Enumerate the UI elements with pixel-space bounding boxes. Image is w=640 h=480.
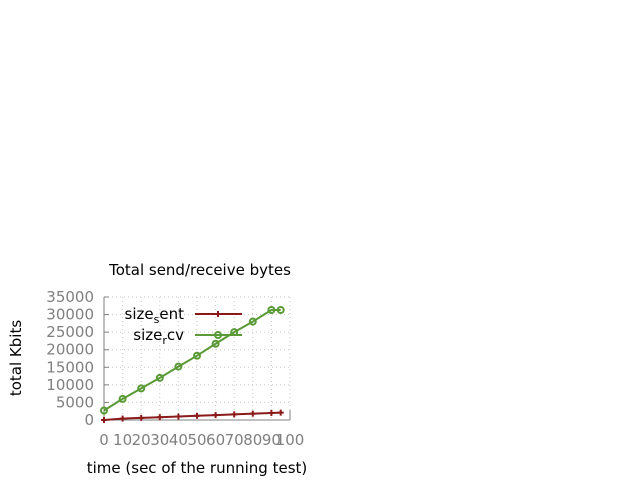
x-axis-label: time (sec of the running test) <box>87 459 308 477</box>
x-tick-label: 50 <box>187 431 206 449</box>
series-layer <box>100 306 285 423</box>
data-point-size_rcv <box>100 406 108 415</box>
legend-marker-size_rcv <box>214 331 222 339</box>
data-point-size_rcv <box>155 373 164 382</box>
data-point-size_rcv <box>137 384 146 393</box>
x-tick-label: 10 <box>113 431 132 449</box>
x-tick-label: 70 <box>225 431 244 449</box>
y-tick-label: 35000 <box>46 288 94 306</box>
x-tick-label: 100 <box>276 431 305 449</box>
data-point-size_rcv <box>248 317 257 326</box>
x-tick-label: 0 <box>99 431 109 449</box>
data-point-size_rcv <box>174 362 183 371</box>
y-axis-label: total Kbits <box>7 320 25 396</box>
data-point-size_rcv <box>193 351 201 360</box>
legend-label-size_sent: sizesent <box>125 305 185 326</box>
y-tick-label: 0 <box>84 411 94 429</box>
data-point-size_sent <box>231 411 238 418</box>
legend-marker-size_sent <box>215 311 221 317</box>
x-tick-label: 60 <box>206 431 225 449</box>
data-point-size_rcv <box>118 394 127 403</box>
data-point-size_rcv <box>267 306 276 315</box>
data-point-size_sent <box>212 412 219 419</box>
data-point-size_sent <box>156 414 163 421</box>
data-point-size_sent <box>138 414 145 421</box>
x-tick-label: 30 <box>150 431 169 449</box>
x-tick-label: 40 <box>169 431 188 449</box>
y-tick-label: 30000 <box>46 306 94 324</box>
data-point-size_sent <box>101 417 107 423</box>
data-point-size_sent <box>119 415 126 422</box>
y-tick-label: 10000 <box>46 376 94 394</box>
chart-title: Total send/receive bytes <box>108 261 291 279</box>
axes <box>103 297 291 421</box>
legend-label-size_rcv: sizercv <box>133 326 184 347</box>
data-point-size_rcv <box>276 306 285 315</box>
y-tick-label: 15000 <box>46 358 94 376</box>
series-line-size_rcv <box>103 309 281 412</box>
data-point-size_sent <box>249 410 256 417</box>
y-tick-label: 20000 <box>46 341 94 359</box>
data-point-size_sent <box>268 409 275 416</box>
data-point-size_sent <box>277 409 284 416</box>
y-tick-label: 25000 <box>46 323 94 341</box>
data-point-size_sent <box>175 413 182 420</box>
x-tick-label: 80 <box>243 431 262 449</box>
data-point-size_sent <box>194 412 200 419</box>
x-tick-label: 90 <box>262 431 281 449</box>
data-point-size_rcv <box>211 339 220 348</box>
x-tick-label: 20 <box>132 431 151 449</box>
y-tick-label: 5000 <box>56 393 94 411</box>
